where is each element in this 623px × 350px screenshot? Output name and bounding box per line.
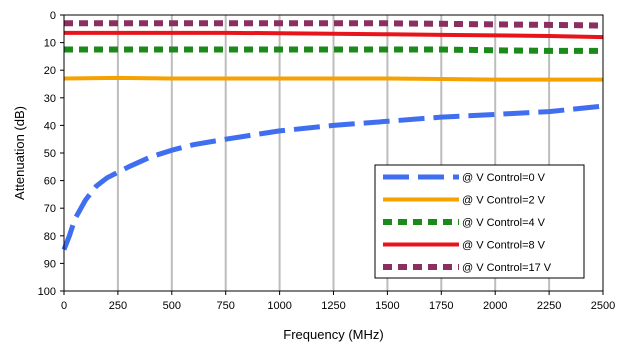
legend-label: @ V Control=0 V	[462, 172, 546, 184]
y-tick-label: 60	[44, 176, 56, 188]
y-tick-label: 10	[44, 38, 56, 50]
y-tick-label: 40	[44, 120, 56, 132]
x-tick-label: 2500	[591, 300, 615, 312]
x-tick-label: 2000	[483, 300, 507, 312]
x-tick-label: 2250	[537, 300, 561, 312]
series-layer	[61, 20, 604, 251]
legend-label: @ V Control=17 V	[462, 262, 552, 274]
y-tick-label: 50	[44, 148, 56, 160]
y-tick-label: 0	[50, 10, 56, 22]
y-axis: 0 10 20 30 40 50 60 70 80 90 100	[38, 10, 64, 298]
x-tick-label: 1750	[429, 300, 453, 312]
y-tick-label: 100	[38, 286, 56, 298]
legend-label: @ V Control=8 V	[462, 240, 546, 252]
y-axis-label: Attenuation (dB)	[12, 106, 27, 200]
series-line-1	[63, 75, 603, 82]
y-tick-label: 20	[44, 65, 56, 77]
x-tick-label: 500	[163, 300, 181, 312]
x-tick-label: 1500	[375, 300, 399, 312]
series-line-3	[64, 30, 604, 40]
legend-label: @ V Control=4 V	[462, 217, 546, 229]
x-axis-label: Frequency (MHz)	[283, 327, 383, 342]
x-tick-label: 750	[217, 300, 235, 312]
x-tick-label: 250	[109, 300, 127, 312]
x-tick-label: 1250	[321, 300, 345, 312]
y-tick-label: 70	[44, 203, 56, 215]
series-line-0	[61, 103, 604, 251]
x-axis: 0 250 500 750 1000 1250 1500 1750 2000 2250 2500	[61, 291, 615, 312]
x-tick-label: 1000	[267, 300, 291, 312]
legend-label: @ V Control=2 V	[462, 195, 546, 207]
legend: @ V Control=0 V @ V Control=2 V @ V Contro…	[374, 164, 585, 279]
y-tick-label: 30	[44, 93, 56, 105]
x-tick-label: 0	[61, 300, 67, 312]
legend-box	[374, 164, 585, 279]
y-tick-label: 80	[44, 231, 56, 243]
y-tick-label: 90	[44, 258, 56, 270]
